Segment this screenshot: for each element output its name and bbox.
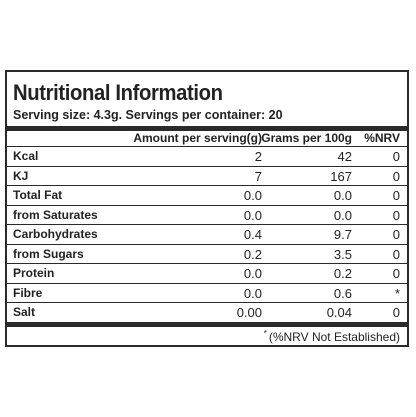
panel-title: Nutritional Information [13, 80, 223, 105]
row-divider [7, 224, 407, 225]
table-row: Kcal 2 42 0 [7, 147, 407, 166]
column-header-per-serving: Amount per serving(g) [133, 131, 262, 145]
footnote-text: (%NRV Not Established) [268, 330, 400, 344]
per-serving-value: 0.0 [243, 285, 262, 301]
per-serving-value: 0.00 [236, 305, 262, 320]
per-serving-value: 0.0 [243, 207, 262, 223]
row-label: Protein [13, 266, 55, 280]
table-row: Total Fat 0.0 0.0 0 [7, 186, 407, 205]
table-row: KJ 7 167 0 [7, 167, 407, 186]
row-label: Fibre [13, 285, 43, 300]
row-divider [7, 185, 407, 186]
per-100g-value: 0.2 [333, 266, 352, 281]
row-divider [7, 243, 407, 245]
per-100g-value: 0.04 [326, 305, 352, 320]
table-row: from Saturates 0.0 0.0 0 [7, 206, 407, 225]
per-100g-value: 0.6 [333, 285, 352, 301]
row-divider [7, 165, 407, 167]
nutrition-panel: Nutritional Information Serving size: 4.… [5, 70, 409, 347]
row-label: Carbohydrates [13, 227, 98, 241]
footer-divider [7, 322, 407, 327]
nrv-value: 0 [392, 149, 400, 164]
per-serving-value: 0.2 [243, 246, 262, 262]
row-divider [7, 282, 407, 284]
row-label: from Sugars [13, 246, 84, 261]
table-row: from Sugars 0.2 3.5 0 [7, 245, 407, 264]
per-100g-value: 3.5 [333, 246, 352, 262]
serving-info: Serving size: 4.3g. Servings per contain… [13, 108, 283, 122]
row-label: KJ [13, 168, 29, 183]
row-label: from Saturates [13, 207, 98, 222]
row-divider [7, 204, 407, 206]
table-row: Salt 0.00 0.04 0 [7, 303, 407, 322]
per-100g-value: 9.7 [333, 227, 352, 242]
nrv-value: 0 [392, 305, 400, 320]
header-divider [7, 126, 407, 131]
per-serving-value: 2 [254, 149, 262, 164]
nrv-value: 0 [392, 188, 400, 203]
column-header-divider [7, 146, 407, 147]
per-100g-value: 167 [330, 168, 352, 184]
per-serving-value: 0.4 [243, 227, 262, 242]
row-divider [7, 302, 407, 303]
nrv-value: 0 [392, 168, 400, 184]
column-header-nrv: %NRV [364, 131, 400, 145]
nrv-value: 0 [392, 266, 400, 281]
footnote-mark: * [263, 329, 267, 338]
per-serving-value: 7 [254, 168, 262, 184]
footnote: * (%NRV Not Established) [264, 329, 400, 344]
per-100g-value: 0.0 [333, 207, 352, 223]
nrv-value: 0 [392, 207, 400, 223]
nrv-value: 0 [392, 227, 400, 242]
table-row: Protein 0.0 0.2 0 [7, 264, 407, 283]
per-100g-value: 0.0 [333, 188, 352, 203]
column-header-per-100g: Grams per 100g [261, 131, 352, 145]
row-label: Kcal [13, 149, 39, 163]
table-row: Carbohydrates 0.4 9.7 0 [7, 225, 407, 244]
per-serving-value: 0.0 [243, 266, 262, 281]
per-100g-value: 42 [337, 149, 352, 164]
per-serving-value: 0.0 [243, 188, 262, 203]
row-label: Total Fat [13, 188, 63, 202]
row-label: Salt [13, 305, 36, 319]
nrv-value: 0 [392, 246, 400, 262]
nrv-value: * [394, 285, 400, 301]
row-divider [7, 263, 407, 264]
table-row: Fibre 0.0 0.6 * [7, 284, 407, 303]
